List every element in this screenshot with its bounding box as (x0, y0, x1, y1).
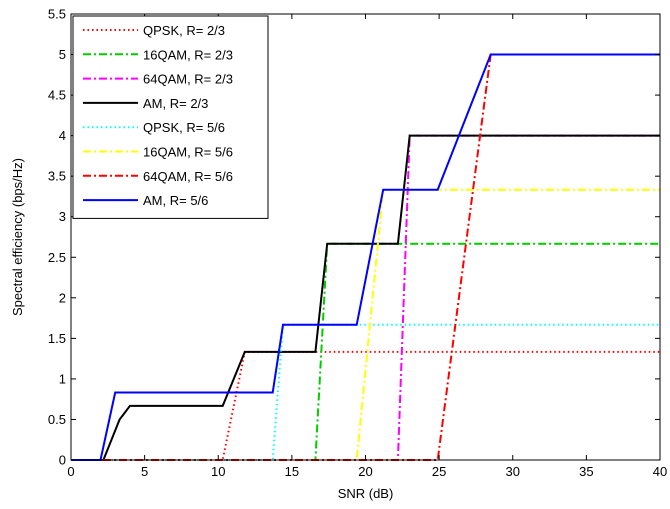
legend-label: QPSK, R= 5/6 (143, 120, 225, 135)
x-tick-label: 5 (141, 464, 148, 479)
x-tick-label: 0 (67, 464, 74, 479)
y-tick-label: 3 (59, 209, 66, 224)
y-tick-label: 5.5 (48, 7, 66, 22)
y-tick-label: 4 (59, 128, 66, 143)
y-tick-label: 2 (59, 290, 66, 305)
x-tick-label: 30 (506, 464, 520, 479)
y-tick-label: 5 (59, 47, 66, 62)
legend-label: AM, R= 2/3 (143, 96, 208, 111)
series-line-8 (71, 53, 660, 461)
y-tick-label: 3.5 (48, 169, 66, 184)
y-axis-label: Spectral efficiency (bps/Hz) (10, 158, 25, 316)
legend-label: 64QAM, R= 2/3 (143, 72, 233, 87)
y-tick-label: 4.5 (48, 88, 66, 103)
x-tick-label: 25 (432, 464, 446, 479)
y-tick-label: 1.5 (48, 331, 66, 346)
x-axis-label: SNR (dB) (338, 486, 394, 501)
y-tick-label: 0.5 (48, 412, 66, 427)
legend-label: AM, R= 5/6 (143, 193, 208, 208)
y-tick-label: 0 (59, 453, 66, 468)
ticks-layer: 0 5 10 15 20 25 30 35 40 0 0.5 1 1.5 2 2.5 3 3.5 4 4.5 5 5.5 (48, 7, 667, 480)
legend-label: 16QAM, R= 2/3 (143, 47, 233, 62)
legend-box (72, 15, 269, 219)
x-tick-label: 20 (358, 464, 372, 479)
legend-label: 64QAM, R= 5/6 (143, 169, 233, 184)
legend-label: QPSK, R= 2/3 (143, 23, 225, 38)
series-line-6 (71, 188, 660, 461)
y-tick-label: 1 (59, 371, 66, 386)
legend: QPSK, R= 2/3 16QAM, R= 2/3 64QAM, R= 2/3 AM… (72, 15, 269, 219)
series-line-4 (71, 134, 660, 461)
x-tick-label: 10 (211, 464, 225, 479)
x-tick-label: 40 (653, 464, 667, 479)
legend-label: 16QAM, R= 5/6 (143, 145, 233, 160)
y-tick-label: 2.5 (48, 250, 66, 265)
x-tick-label: 35 (579, 464, 593, 479)
series-line-2 (71, 242, 660, 461)
x-tick-label: 15 (285, 464, 299, 479)
